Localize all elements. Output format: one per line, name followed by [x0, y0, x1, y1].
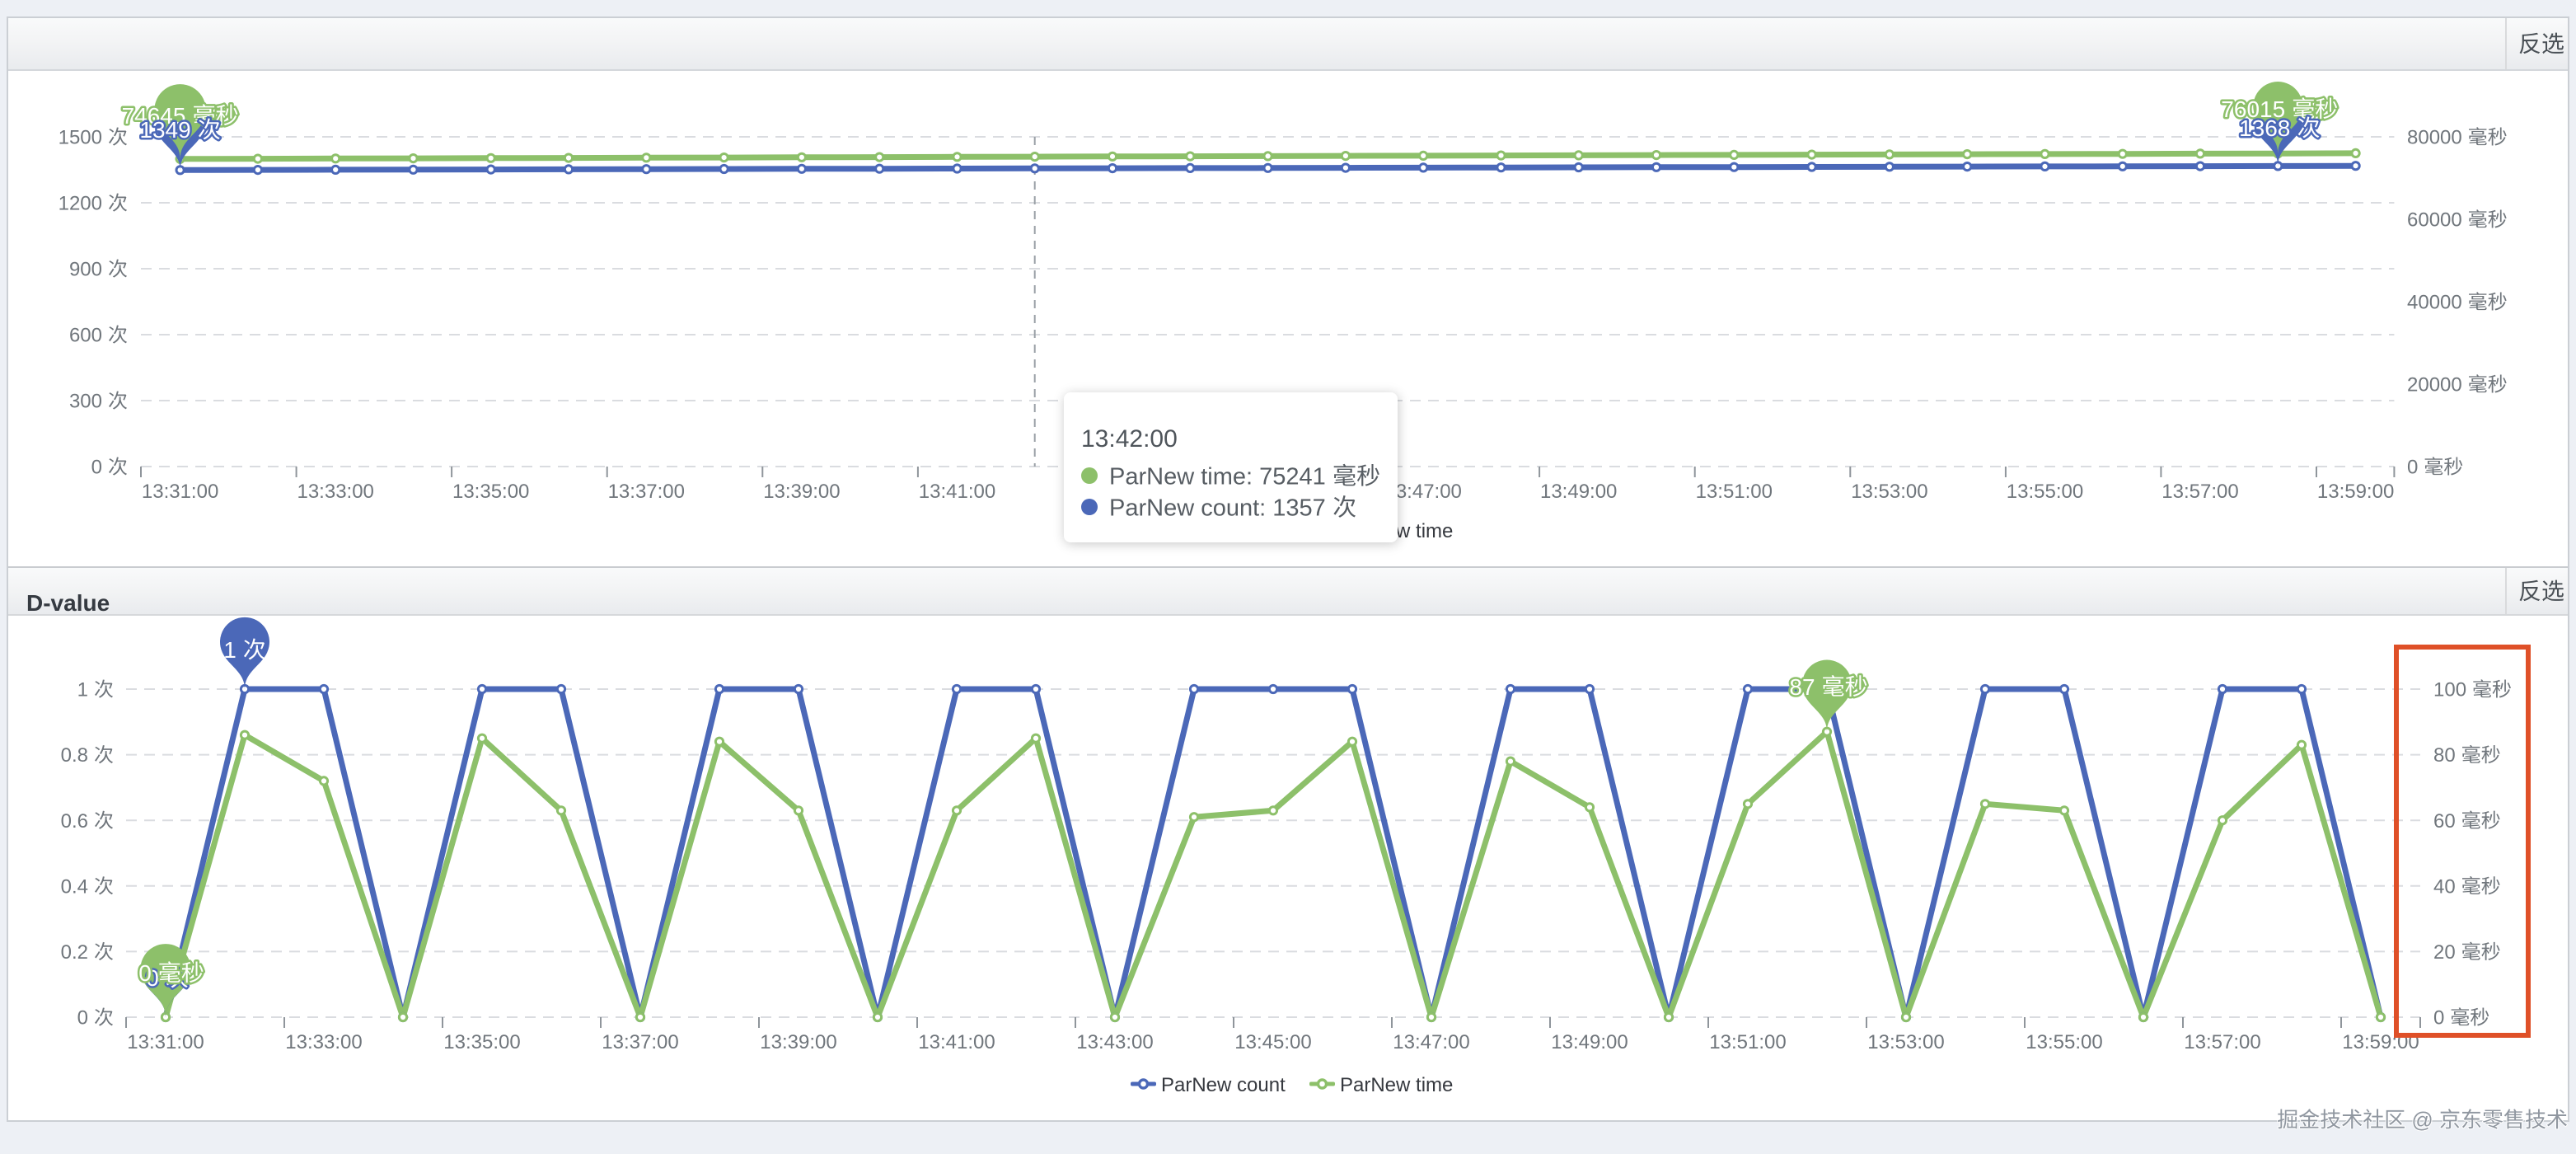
svg-text:@: @: [2405, 1107, 2439, 1132]
svg-text:40000: 40000: [2407, 292, 2462, 314]
svg-text:13:51:00: 13:51:00: [1696, 481, 1773, 503]
svg-text:0: 0: [146, 965, 159, 991]
svg-text:74645: 74645: [122, 103, 186, 129]
svg-text:13:57:00: 13:57:00: [2184, 1031, 2260, 1053]
svg-text:13:51:00: 13:51:00: [1709, 1031, 1786, 1053]
svg-text:80000: 80000: [2407, 127, 2462, 149]
svg-text:ParNew count: 1357: ParNew count: 1357: [1109, 495, 1326, 521]
svg-text:13:47:00: 13:47:00: [1393, 1031, 1469, 1053]
svg-text:13:49:00: 13:49:00: [1551, 1031, 1628, 1053]
svg-text:1349: 1349: [139, 117, 190, 143]
svg-text:87: 87: [1789, 674, 1815, 700]
svg-text:13:41:00: 13:41:00: [918, 1031, 995, 1053]
svg-text:60: 60: [2433, 810, 2456, 833]
svg-text:1: 1: [77, 679, 88, 701]
svg-text:100: 100: [2433, 679, 2466, 701]
svg-text:13:35:00: 13:35:00: [452, 481, 529, 503]
svg-text:20000: 20000: [2407, 374, 2462, 396]
svg-text:13:55:00: 13:55:00: [2007, 481, 2083, 503]
svg-text:ParNew time: 75241: ParNew time: 75241: [1109, 463, 1326, 490]
svg-text:13:41:00: 13:41:00: [919, 481, 995, 503]
svg-text:13:39:00: 13:39:00: [763, 481, 840, 503]
svg-text:80: 80: [2433, 744, 2456, 767]
svg-text:13:49:00: 13:49:00: [1540, 481, 1617, 503]
svg-text:0.2: 0.2: [61, 941, 88, 964]
svg-text:13:57:00: 13:57:00: [2161, 481, 2238, 503]
svg-text:1200: 1200: [59, 193, 102, 215]
svg-text:ParNew time: ParNew time: [1340, 1074, 1453, 1096]
svg-text:0.6: 0.6: [61, 810, 88, 833]
svg-text:13:53:00: 13:53:00: [1867, 1031, 1944, 1053]
svg-text:13:37:00: 13:37:00: [608, 481, 685, 503]
svg-text:13:59:00: 13:59:00: [2317, 481, 2394, 503]
svg-text:13:37:00: 13:37:00: [602, 1031, 678, 1053]
svg-text:60000: 60000: [2407, 209, 2462, 232]
svg-text:13:45:00: 13:45:00: [1234, 1031, 1311, 1053]
svg-text:13:31:00: 13:31:00: [127, 1031, 204, 1053]
svg-text:13:35:00: 13:35:00: [443, 1031, 520, 1053]
svg-text:13:39:00: 13:39:00: [760, 1031, 836, 1053]
svg-text:13:33:00: 13:33:00: [297, 481, 373, 503]
svg-text:0: 0: [91, 457, 102, 479]
svg-text:13:47:00: 13:47:00: [1384, 481, 1461, 503]
svg-text:600: 600: [69, 325, 102, 347]
svg-text:40: 40: [2433, 875, 2456, 898]
svg-text:13:42:00: 13:42:00: [1081, 425, 1178, 453]
svg-text:20: 20: [2433, 941, 2456, 964]
svg-text:0: 0: [2433, 1007, 2444, 1030]
svg-text:0.4: 0.4: [61, 875, 88, 898]
svg-text:13:43:00: 13:43:00: [1076, 1031, 1153, 1053]
svg-text:13:31:00: 13:31:00: [142, 481, 218, 503]
svg-text:13:33:00: 13:33:00: [285, 1031, 362, 1053]
svg-text:0.8: 0.8: [61, 744, 88, 767]
svg-text:76015: 76015: [2221, 96, 2285, 122]
svg-text:1368: 1368: [2239, 115, 2290, 141]
svg-text:300: 300: [69, 391, 102, 413]
svg-text:13:55:00: 13:55:00: [2026, 1031, 2102, 1053]
svg-text:13:53:00: 13:53:00: [1851, 481, 1927, 503]
svg-text:ParNew count: ParNew count: [1161, 1074, 1286, 1096]
svg-text:1500: 1500: [59, 127, 102, 149]
svg-text:0: 0: [138, 960, 152, 986]
svg-text:0: 0: [2407, 457, 2418, 479]
svg-text:0: 0: [77, 1007, 88, 1030]
svg-text:1: 1: [223, 637, 237, 663]
svg-text:900: 900: [69, 259, 102, 281]
